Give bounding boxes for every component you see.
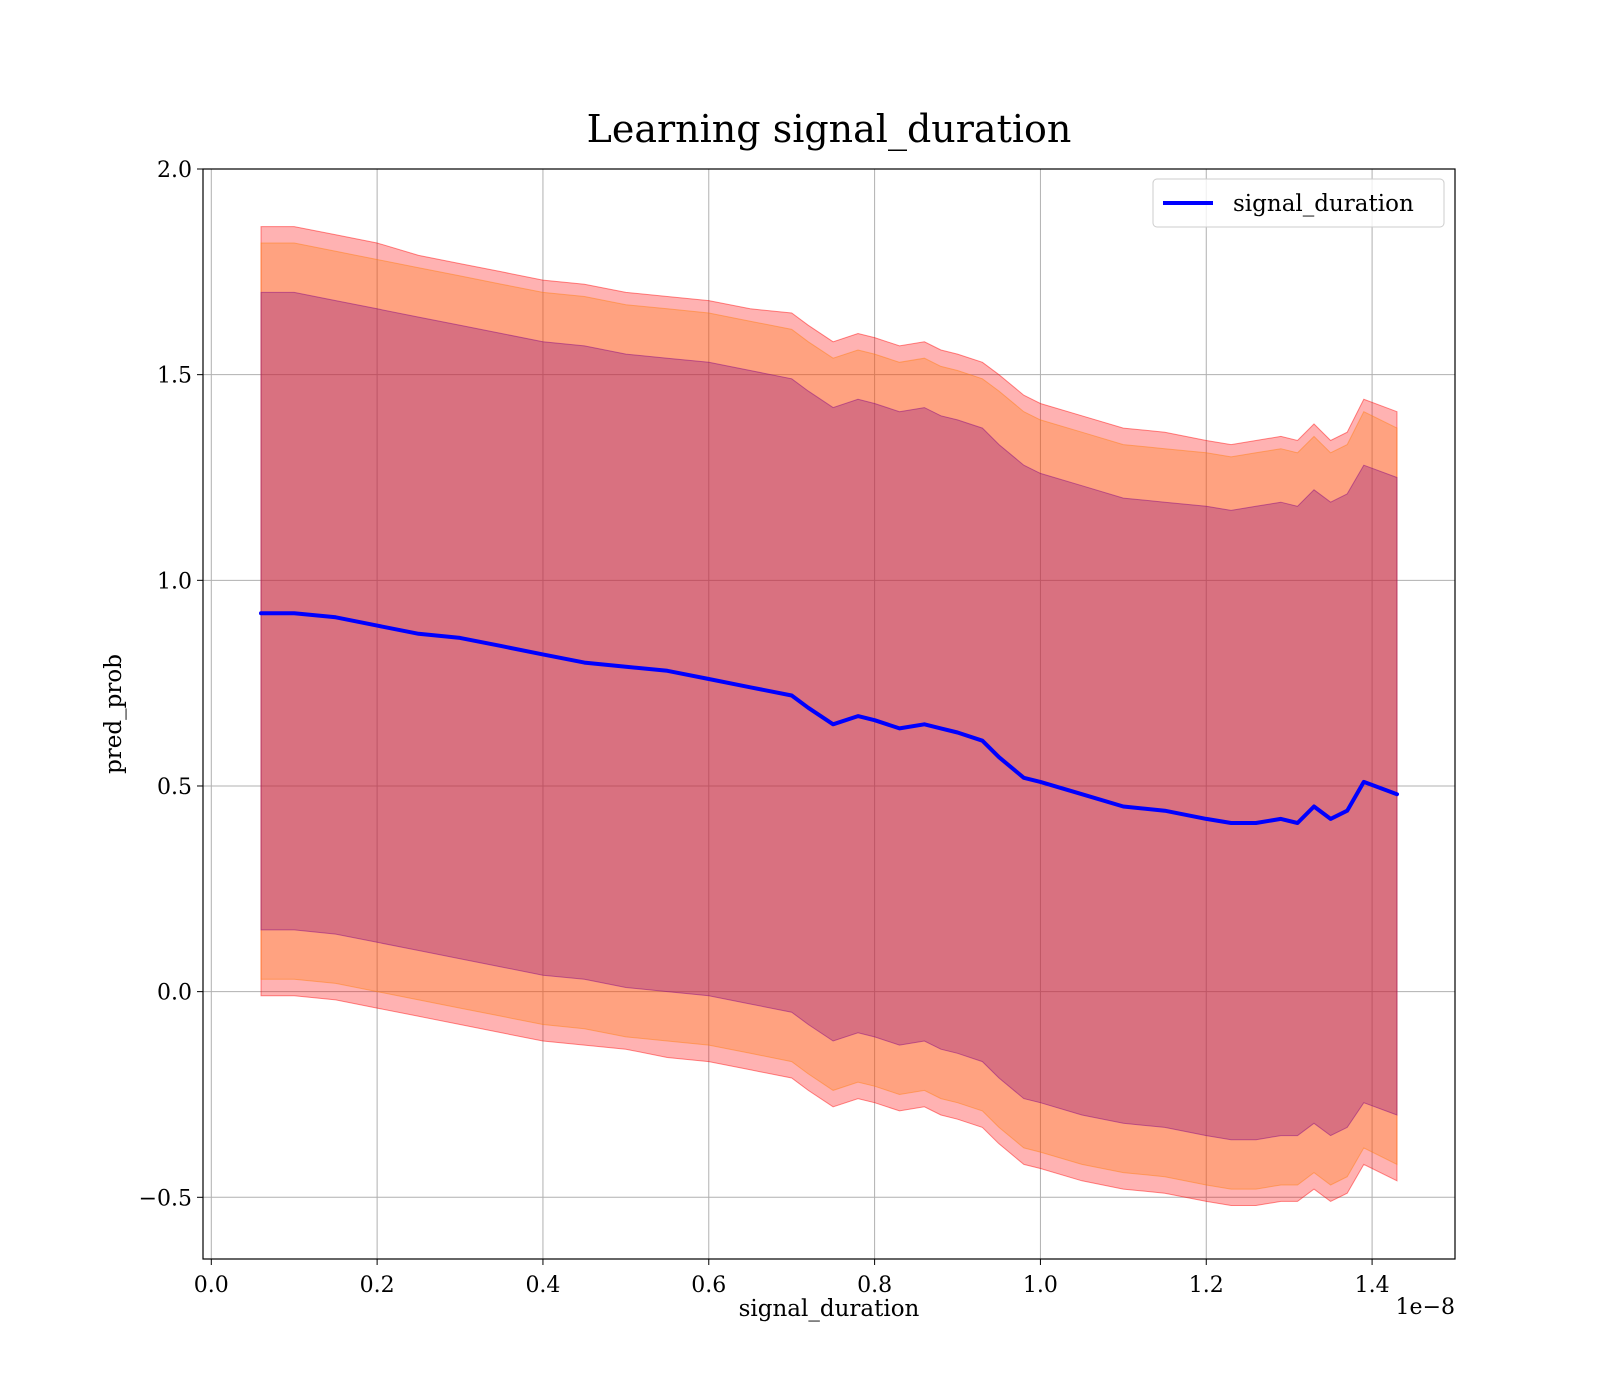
x-axis-scale-label: 1e−8: [1396, 1295, 1455, 1320]
y-tick-label: 0.5: [157, 775, 192, 800]
band-1: [260, 242, 1398, 1190]
x-tick-label: 1.4: [1355, 1273, 1390, 1298]
x-tick-label: 0.4: [525, 1273, 560, 1298]
x-axis-label: signal_duration: [739, 1296, 920, 1322]
series-lines: [259, 611, 1399, 825]
band-2: [260, 291, 1398, 1141]
x-tick-label: 1.2: [1189, 1273, 1224, 1298]
series-line-0: [259, 611, 1399, 825]
y-tick-label: 1.5: [157, 364, 192, 389]
x-tick-label: 0.2: [360, 1273, 395, 1298]
confidence-bands: [260, 226, 1398, 1206]
x-tick-label: 0.0: [194, 1273, 229, 1298]
chart-title: Learning signal_duration: [587, 107, 1072, 152]
y-tick-label: 0.0: [157, 981, 192, 1006]
legend: signal_duration: [1152, 178, 1445, 228]
y-tick-label: 2.0: [157, 158, 192, 183]
y-tick-label: −0.5: [139, 1186, 192, 1211]
x-tick-label: 1.0: [1023, 1273, 1058, 1298]
y-axis-label: pred_prob: [101, 654, 127, 774]
y-axis: −0.5 0.0 0.5 1.0 1.5 2.0: [139, 158, 203, 1211]
x-axis: 0.0 0.2 0.4 0.6 0.8 1.0 1.2 1.4: [194, 1259, 1390, 1298]
band-0: [260, 226, 1398, 1206]
y-tick-label: 1.0: [157, 569, 192, 594]
x-tick-label: 0.6: [691, 1273, 726, 1298]
legend-box: [1152, 178, 1445, 228]
plot-frame: [202, 168, 1456, 1260]
x-tick-label: 0.8: [857, 1273, 892, 1298]
legend-label-signal-duration: signal_duration: [1233, 191, 1414, 217]
